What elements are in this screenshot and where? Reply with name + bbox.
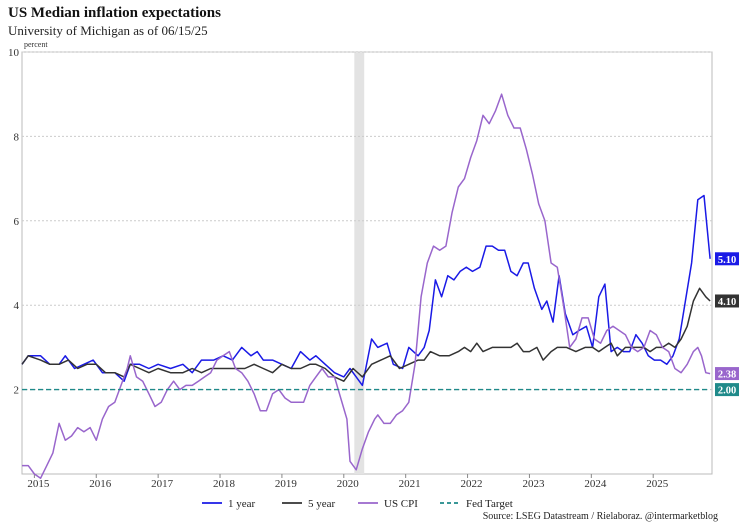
end-value-tag-5-year xyxy=(715,294,739,308)
x-tick-label: 2016 xyxy=(89,478,112,490)
chart-title: US Median inflation expectations xyxy=(8,5,221,21)
legend-label-fed-target: Fed Target xyxy=(466,498,513,510)
shaded-period-band xyxy=(354,52,365,474)
x-tick-label: 2024 xyxy=(584,478,607,490)
end-value-tag-1-year xyxy=(715,252,739,266)
y-tick-label: 10 xyxy=(8,47,20,59)
legend-label-5-year: 5 year xyxy=(308,498,336,510)
end-value-tag-fed-target xyxy=(715,383,739,397)
end-value-label-fed-target: 2.00 xyxy=(718,386,736,397)
x-tick-label: 2023 xyxy=(522,478,545,490)
x-tick-label: 2021 xyxy=(399,478,421,490)
x-tick-label: 2018 xyxy=(213,478,236,490)
series-line-5-year xyxy=(21,287,711,382)
end-value-label-us-cpi: 2.38 xyxy=(718,370,736,381)
x-tick-label: 2019 xyxy=(275,478,298,490)
source-note: Source: LSEG Datastream / Rielaboraz. @i… xyxy=(482,511,718,522)
end-value-tag-us-cpi xyxy=(715,367,739,381)
series-line-us-cpi xyxy=(22,93,711,479)
x-tick-label: 2020 xyxy=(337,478,360,490)
y-tick-label: 6 xyxy=(14,216,20,228)
x-tick-label: 2022 xyxy=(461,478,483,490)
x-tick-label: 2017 xyxy=(151,478,174,490)
chart-subtitle: University of Michigan as of 06/15/25 xyxy=(8,23,208,38)
y-tick-label: 4 xyxy=(14,300,20,312)
x-tick-label: 2025 xyxy=(646,478,669,490)
y-tick-label: 2 xyxy=(14,385,20,397)
legend-label-us-cpi: US CPI xyxy=(384,498,418,510)
legend-label-1-year: 1 year xyxy=(228,498,256,510)
end-value-label-1-year: 5.10 xyxy=(718,255,736,266)
end-value-label-5-year: 4.10 xyxy=(718,297,736,308)
y-axis-unit: percent xyxy=(24,40,48,49)
series-line-1-year xyxy=(21,194,711,387)
x-tick-label: 2015 xyxy=(27,478,50,490)
plot-frame xyxy=(21,51,713,475)
y-tick-label: 8 xyxy=(14,131,20,143)
